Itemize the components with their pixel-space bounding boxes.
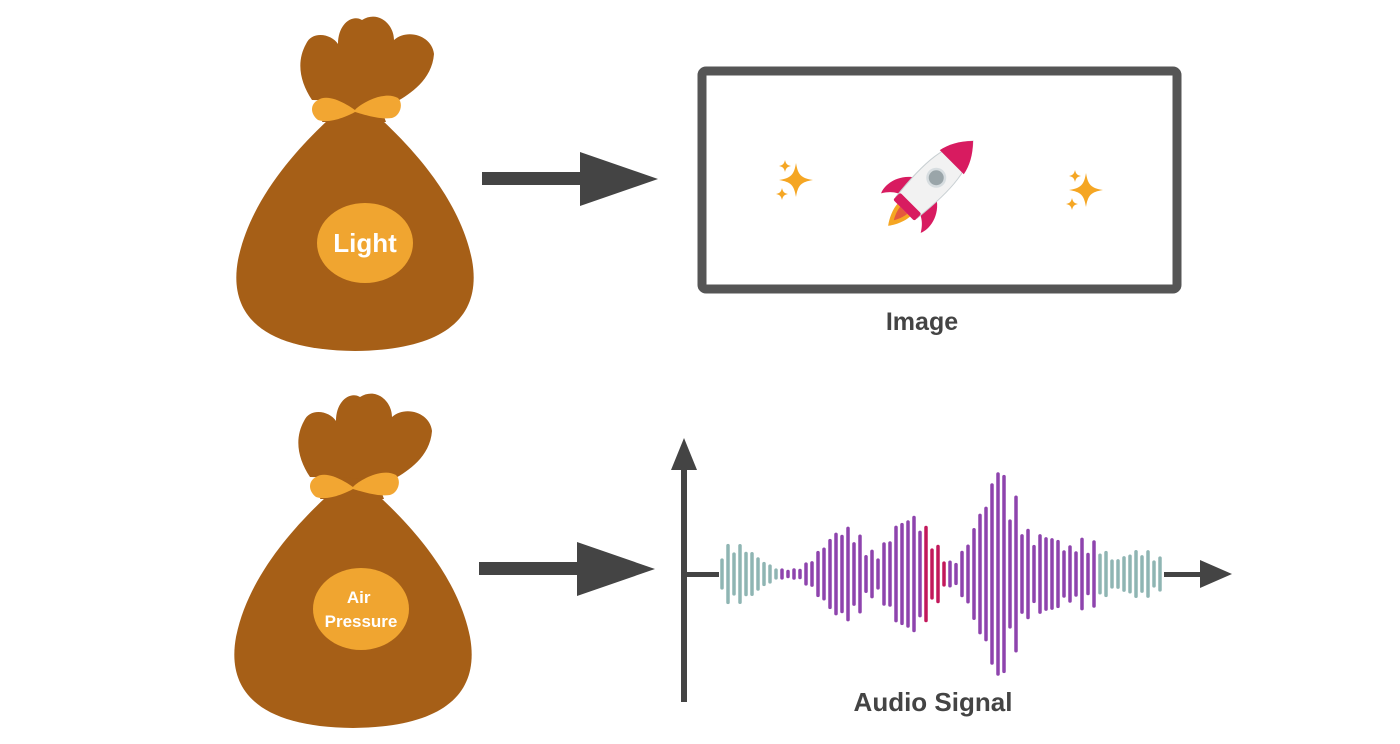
x-axis bbox=[684, 560, 1232, 588]
air-pressure-bag: Air Pressure bbox=[234, 393, 472, 728]
light-label-oval bbox=[317, 203, 413, 283]
light-label: Light bbox=[333, 228, 397, 258]
waveform bbox=[720, 472, 1162, 676]
right-arrow-icon bbox=[482, 152, 658, 206]
air-pressure-label-line-2: Pressure bbox=[325, 612, 398, 631]
image-output: Image bbox=[697, 66, 1182, 336]
air-pressure-label: Air Pressure bbox=[325, 588, 398, 631]
air-pressure-label-oval bbox=[313, 568, 409, 650]
right-arrow-icon bbox=[479, 542, 655, 596]
money-bag-icon bbox=[236, 16, 474, 351]
money-bag-icon bbox=[234, 393, 472, 728]
sparkles-icon bbox=[776, 160, 813, 200]
sparkles-icon bbox=[1066, 170, 1103, 210]
light-label-line: Light bbox=[333, 228, 397, 258]
light-bag: Light bbox=[236, 16, 474, 351]
y-axis bbox=[671, 438, 697, 702]
rocket-icon bbox=[881, 140, 974, 233]
audio-caption: Audio Signal bbox=[854, 687, 1013, 717]
audio-output: Audio Signal bbox=[671, 438, 1232, 717]
image-caption: Image bbox=[886, 308, 958, 336]
air-pressure-label-line-1: Air bbox=[347, 588, 371, 607]
